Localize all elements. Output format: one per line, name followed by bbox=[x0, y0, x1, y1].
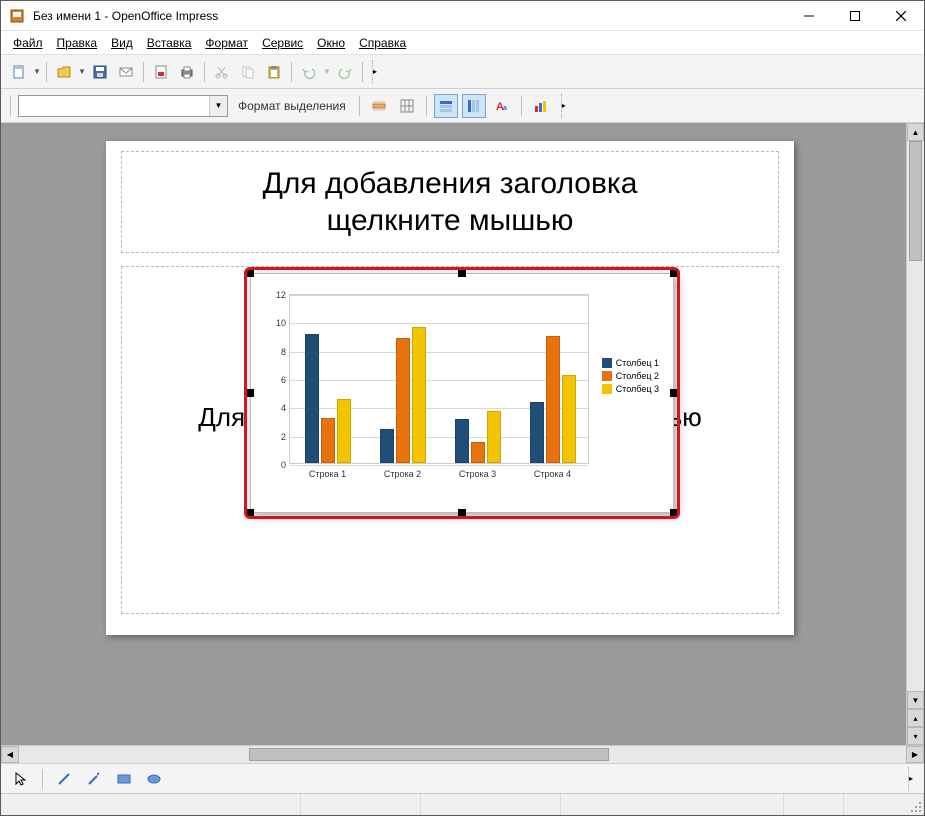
toolbar2-overflow[interactable]: ▸ bbox=[561, 94, 569, 118]
menubar: Файл Правка Вид Вставка Формат Сервис Ок… bbox=[1, 31, 924, 55]
content-placeholder[interactable]: Для добавления текста щелкните мышью 024… bbox=[121, 266, 779, 614]
insert-row-icon[interactable] bbox=[367, 94, 391, 118]
chart-bar bbox=[455, 419, 469, 463]
save-icon[interactable] bbox=[88, 60, 112, 84]
x-axis-label: Строка 1 bbox=[298, 469, 358, 479]
resize-grip-icon[interactable] bbox=[910, 801, 922, 813]
app-icon bbox=[9, 8, 25, 24]
print-icon[interactable] bbox=[175, 60, 199, 84]
arrow-selection-icon[interactable] bbox=[9, 767, 33, 791]
slide: Для добавления заголовка щелкните мышью … bbox=[106, 141, 794, 635]
statusbar bbox=[1, 793, 924, 815]
data-range-row-icon[interactable] bbox=[434, 94, 458, 118]
chart-bar bbox=[305, 334, 319, 463]
copy-icon[interactable] bbox=[236, 60, 260, 84]
chart-bar bbox=[412, 327, 426, 463]
undo-dropdown[interactable]: ▼ bbox=[323, 67, 331, 76]
chart-bar bbox=[487, 411, 501, 463]
toolbar-overflow[interactable]: ▸ bbox=[372, 60, 380, 84]
x-axis-label: Строка 3 bbox=[448, 469, 508, 479]
y-axis-label: 10 bbox=[270, 318, 286, 328]
line-icon[interactable] bbox=[52, 767, 76, 791]
standard-toolbar: ▼ ▼ ▼ ▸ bbox=[1, 55, 924, 89]
scroll-left-button[interactable]: ◀ bbox=[1, 746, 19, 763]
menu-insert[interactable]: Вставка bbox=[141, 34, 198, 52]
redo-icon[interactable] bbox=[333, 60, 357, 84]
open-icon[interactable] bbox=[52, 60, 76, 84]
vertical-scrollbar[interactable]: ▲ ▼ ▴ ▾ bbox=[906, 123, 924, 745]
legend-item: Столбец 2 bbox=[602, 371, 659, 381]
chart-bar bbox=[546, 336, 560, 464]
chart-bar bbox=[562, 375, 576, 463]
pdf-export-icon[interactable] bbox=[149, 60, 173, 84]
chart-bar bbox=[471, 442, 485, 463]
new-document-icon[interactable] bbox=[7, 60, 31, 84]
maximize-button[interactable] bbox=[832, 1, 878, 31]
formatting-toolbar: ▼ Формат выделения Aa ▸ bbox=[1, 89, 924, 123]
titlebar: Без имени 1 - OpenOffice Impress bbox=[1, 1, 924, 31]
legend-item: Столбец 1 bbox=[602, 358, 659, 368]
next-slide-button[interactable]: ▾ bbox=[907, 727, 924, 745]
chevron-down-icon: ▼ bbox=[209, 96, 227, 116]
mail-icon[interactable] bbox=[114, 60, 138, 84]
insert-column-icon[interactable] bbox=[395, 94, 419, 118]
drawing-toolbar: ▸ bbox=[1, 763, 924, 793]
line-arrow-icon[interactable] bbox=[82, 767, 106, 791]
ellipse-icon[interactable] bbox=[142, 767, 166, 791]
scroll-down-button[interactable]: ▼ bbox=[907, 691, 924, 709]
scroll-thumb[interactable] bbox=[909, 141, 922, 261]
scroll-right-button[interactable]: ▶ bbox=[906, 746, 924, 763]
format-selection-label[interactable]: Формат выделения bbox=[232, 99, 352, 113]
open-dropdown[interactable]: ▼ bbox=[78, 67, 86, 76]
x-axis-label: Строка 4 bbox=[523, 469, 583, 479]
scroll-up-button[interactable]: ▲ bbox=[907, 123, 924, 141]
chart-object[interactable]: 0 2 4 6 8 10 12 Строка 1 Строка 2 Строка 3 Строка … bbox=[250, 273, 674, 513]
data-range-col-icon[interactable] bbox=[462, 94, 486, 118]
chart-bar bbox=[380, 429, 394, 463]
title-text: Для добавления заголовка щелкните мышью bbox=[263, 165, 638, 240]
app-window: Без имени 1 - OpenOffice Impress Файл Пр… bbox=[0, 0, 925, 816]
canvas[interactable]: Для добавления заголовка щелкните мышью … bbox=[1, 123, 906, 745]
legend-item: Столбец 3 bbox=[602, 384, 659, 394]
new-dropdown[interactable]: ▼ bbox=[33, 67, 41, 76]
menu-tools[interactable]: Сервис bbox=[256, 34, 309, 52]
drawbar-overflow[interactable]: ▸ bbox=[908, 767, 916, 791]
menu-format[interactable]: Формат bbox=[199, 34, 254, 52]
prev-slide-button[interactable]: ▴ bbox=[907, 709, 924, 727]
menu-file[interactable]: Файл bbox=[7, 34, 49, 52]
chart-frame: 0 2 4 6 8 10 12 Строка 1 Строка 2 Строка 3 Строка … bbox=[250, 273, 674, 513]
window-title: Без имени 1 - OpenOffice Impress bbox=[33, 9, 786, 23]
rectangle-icon[interactable] bbox=[112, 767, 136, 791]
cut-icon[interactable] bbox=[210, 60, 234, 84]
menu-edit[interactable]: Правка bbox=[51, 34, 104, 52]
chart-bar bbox=[321, 418, 335, 463]
horizontal-scrollbar[interactable]: ◀ ▶ bbox=[1, 745, 924, 763]
minimize-button[interactable] bbox=[786, 1, 832, 31]
y-axis-label: 2 bbox=[270, 432, 286, 442]
title-placeholder[interactable]: Для добавления заголовка щелкните мышью bbox=[121, 151, 779, 253]
x-axis-label: Строка 2 bbox=[373, 469, 433, 479]
paste-icon[interactable] bbox=[262, 60, 286, 84]
style-combo[interactable]: ▼ bbox=[18, 95, 228, 117]
chart-bar bbox=[337, 399, 351, 463]
undo-icon[interactable] bbox=[297, 60, 321, 84]
h-scroll-thumb[interactable] bbox=[249, 748, 609, 761]
y-axis-label: 0 bbox=[270, 460, 286, 470]
menu-window[interactable]: Окно bbox=[311, 34, 351, 52]
y-axis-label: 6 bbox=[270, 375, 286, 385]
y-axis-label: 12 bbox=[270, 290, 286, 300]
svg-text:a: a bbox=[503, 105, 507, 112]
chart-bar bbox=[396, 338, 410, 463]
menu-view[interactable]: Вид bbox=[105, 34, 139, 52]
chart-plot-area: 024681012Строка 1Строка 2Строка 3Строка … bbox=[289, 294, 589, 464]
close-button[interactable] bbox=[878, 1, 924, 31]
chart-type-icon[interactable] bbox=[529, 94, 553, 118]
text-scale-icon[interactable]: Aa bbox=[490, 94, 514, 118]
chart-bar bbox=[530, 402, 544, 463]
chart-legend: Столбец 1 Столбец 2 Столбец 3 bbox=[602, 358, 659, 397]
workspace: Для добавления заголовка щелкните мышью … bbox=[1, 123, 924, 745]
y-axis-label: 4 bbox=[270, 403, 286, 413]
y-axis-label: 8 bbox=[270, 347, 286, 357]
menu-help[interactable]: Справка bbox=[353, 34, 412, 52]
